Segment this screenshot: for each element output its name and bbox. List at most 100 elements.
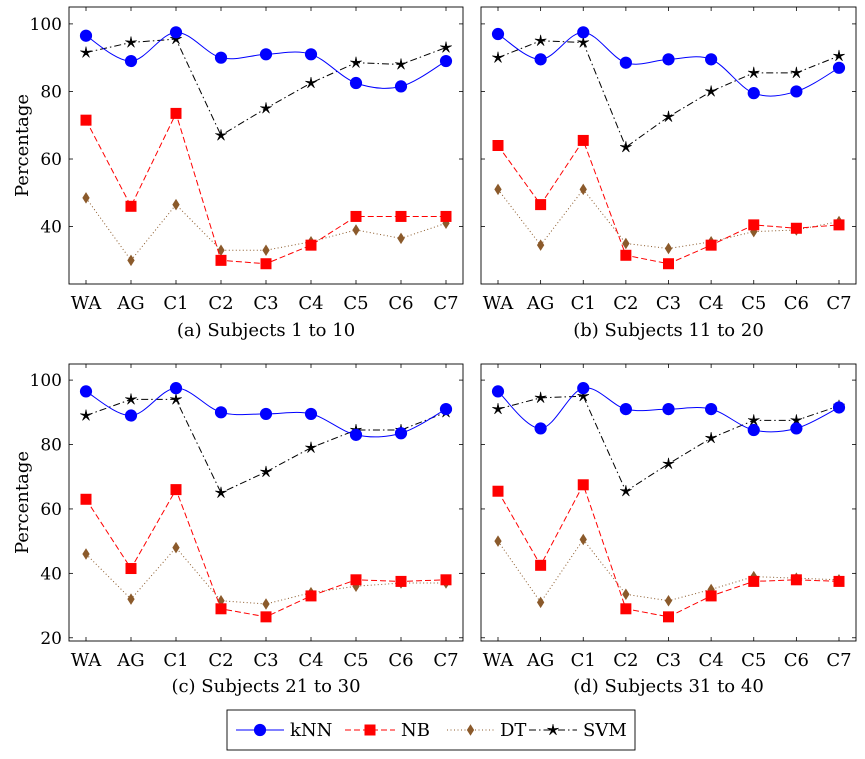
data-point-dt-ag: [127, 593, 135, 605]
series-line-nb: [85, 488, 447, 618]
x-tick-label: AG: [116, 293, 144, 314]
x-tick-label: C4: [699, 293, 724, 314]
data-point-knn-c6: [394, 427, 408, 440]
data-point-knn-c5: [349, 428, 363, 441]
data-point-svm-c3: [260, 102, 272, 114]
data-point-svm-wa: [80, 46, 92, 58]
data-point-dt-c1: [172, 541, 180, 554]
data-point-nb-c1: [577, 134, 589, 146]
data-point-dt-wa: [82, 548, 90, 560]
data-point-dt-c3: [262, 598, 270, 610]
data-point-dt-c3: [262, 244, 270, 256]
data-point-svm-c2: [215, 129, 227, 141]
data-point-nb-c2: [215, 603, 227, 615]
y-tick-label: 60: [40, 150, 62, 170]
x-tick-label: C4: [699, 650, 724, 671]
chart-panel-2: WA AG C1 C2 C3 C4 C5 C6 C7: [480, 6, 857, 314]
data-point-knn-c3: [259, 48, 273, 61]
data-point-nb-c2: [620, 603, 632, 615]
data-point-dt-ag: [536, 596, 545, 609]
x-tick-label: C3: [253, 293, 278, 314]
data-point-nb-c5: [748, 219, 760, 231]
data-point-dt-wa: [494, 535, 502, 547]
x-tick-label: C7: [433, 650, 458, 671]
x-tick-label: AG: [116, 650, 144, 671]
series-line-dt: [497, 188, 840, 250]
data-point-nb-ag: [125, 200, 137, 212]
x-tick-label: WA: [71, 650, 103, 671]
legend-label-dt: DT: [500, 720, 526, 741]
data-point-nb-c6: [395, 210, 407, 222]
data-point-nb-c4: [305, 590, 317, 602]
x-tick-label: C1: [571, 293, 596, 314]
data-point-svm-c4: [305, 76, 317, 89]
y-axis-label: Percentage: [12, 451, 33, 554]
data-point-svm-c7: [440, 41, 452, 53]
y-tick-label: 20: [40, 629, 62, 649]
data-point-knn-ag: [124, 54, 138, 68]
panel-caption: (d) Subjects 31 to 40: [573, 676, 764, 697]
y-tick-label: 100: [30, 371, 62, 391]
data-point-svm-c4: [705, 432, 717, 444]
series-line-nb: [85, 112, 446, 265]
x-tick-label: C2: [208, 650, 233, 671]
data-point-svm-c1: [577, 390, 590, 402]
x-tick-label: C4: [298, 650, 323, 671]
x-tick-label: C5: [741, 650, 766, 671]
data-point-knn-c5: [349, 76, 363, 90]
x-tick-label: AG: [526, 293, 554, 314]
data-point-dt-c3: [664, 594, 673, 607]
y-tick-label: 40: [40, 218, 62, 238]
data-point-knn-c7: [832, 61, 846, 74]
x-tick-label: C2: [613, 650, 638, 671]
y-tick-label: 60: [40, 500, 62, 520]
data-point-svm-ag: [125, 393, 137, 405]
x-tick-label: C7: [826, 293, 851, 314]
data-point-nb-c1: [577, 479, 589, 491]
data-point-knn-c7: [832, 401, 846, 414]
x-tick-label: C5: [343, 650, 368, 671]
y-tick-label: 40: [40, 564, 62, 584]
x-tick-label: C6: [784, 293, 809, 314]
chart-panel-4: WA AG C1 C2 C3 C4 C5 C6 C7: [480, 363, 857, 671]
data-point-svm-c2: [620, 141, 632, 153]
data-point-knn-wa: [79, 385, 93, 398]
data-point-knn-c4: [705, 402, 718, 416]
data-point-svm-wa: [492, 51, 504, 63]
data-point-nb-wa: [492, 485, 504, 497]
data-point-knn-c2: [214, 406, 228, 419]
legend-marker-dt: [466, 724, 475, 736]
x-tick-label: C1: [571, 650, 596, 671]
x-tick-label: C1: [163, 650, 188, 671]
data-point-knn-c5: [747, 423, 760, 437]
data-point-knn-wa: [79, 29, 93, 42]
data-point-knn-c4: [304, 407, 318, 421]
data-point-nb-ag: [125, 563, 137, 575]
data-point-knn-wa: [491, 27, 505, 41]
x-tick-label: WA: [483, 650, 515, 671]
legend-marker-svm: [547, 723, 559, 736]
data-point-knn-c7: [439, 54, 453, 68]
data-point-svm-c4: [705, 85, 717, 97]
data-point-knn-c2: [619, 56, 632, 69]
data-point-svm-ag: [534, 391, 547, 403]
data-point-dt-c2: [622, 588, 630, 601]
legend-label-svm: SVM: [583, 720, 627, 741]
data-point-nb-c6: [790, 222, 802, 234]
data-point-svm-c4: [305, 441, 317, 453]
panel-caption: (a) Subjects 1 to 10: [177, 320, 355, 341]
data-point-nb-c3: [663, 258, 674, 270]
data-point-knn-c1: [169, 26, 183, 39]
data-point-svm-c5: [747, 414, 760, 426]
data-point-knn-c1: [577, 382, 590, 395]
y-tick-label: 80: [40, 82, 62, 102]
data-point-svm-c3: [662, 457, 675, 469]
x-tick-label: C6: [388, 650, 413, 671]
x-tick-label: C1: [163, 293, 188, 314]
data-point-svm-ag: [534, 34, 547, 46]
data-point-knn-ag: [534, 422, 547, 435]
data-point-nb-c3: [260, 611, 272, 623]
data-point-nb-c2: [215, 254, 227, 266]
data-point-dt-ag: [536, 239, 545, 251]
data-point-nb-c5: [350, 574, 362, 586]
